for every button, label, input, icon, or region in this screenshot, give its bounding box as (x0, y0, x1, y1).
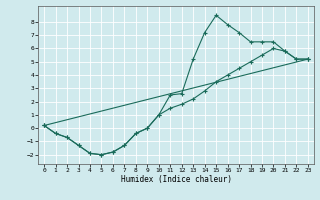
X-axis label: Humidex (Indice chaleur): Humidex (Indice chaleur) (121, 175, 231, 184)
